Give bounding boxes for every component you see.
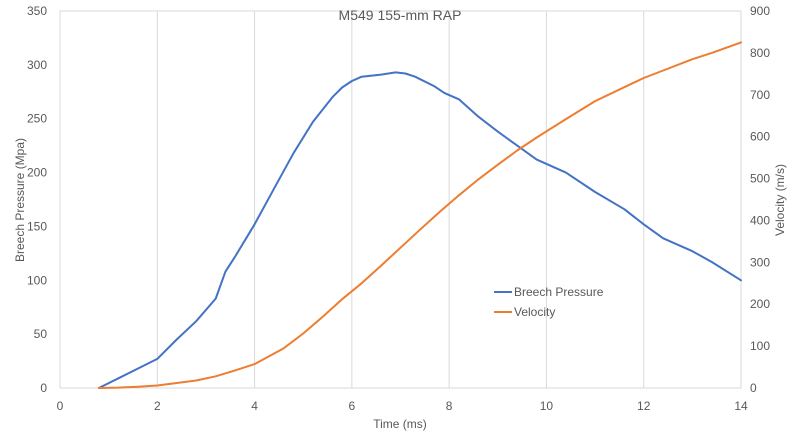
x-tick-label: 8 [446,399,453,413]
legend: Breech Pressure Velocity [494,285,604,319]
y2-tick-label: 600 [750,130,770,144]
y2-tick-label: 700 [750,88,770,102]
y2-tick-label: 900 [750,4,770,18]
series-line-breech-pressure [97,71,742,389]
legend-label-breech-pressure: Breech Pressure [514,285,604,299]
y-tick-label: 0 [40,381,47,395]
y-tick-label: 150 [27,219,47,233]
x-tick-label: 12 [637,399,651,413]
x-axis-title: Time (ms) [373,417,427,431]
y2-tick-label: 200 [750,297,770,311]
x-tick-label: 6 [349,399,356,413]
series-layer [97,41,742,389]
x-tick-label: 14 [734,399,748,413]
x-tick-label: 0 [57,399,64,413]
y2-tick-label: 300 [750,255,770,269]
x-tick-label: 4 [251,399,258,413]
y2-axis-title: Velocity (m/s) [773,164,787,236]
y2-tick-label: 800 [750,46,770,60]
series-line-velocity [97,41,742,389]
grid-lines [156,11,645,388]
chart-title: M549 155-mm RAP [339,7,462,23]
y2-tick-label: 100 [750,339,770,353]
plot-frame [59,10,742,389]
x-tick-label: 2 [154,399,161,413]
x-tick-label: 10 [540,399,554,413]
y-tick-label: 50 [34,327,48,341]
tick-labels: 0 2 4 6 8 10 12 1405010015020025030035001002003… [27,4,770,413]
legend-label-velocity: Velocity [514,305,555,319]
y-tick-label: 300 [27,58,47,72]
y-tick-label: 350 [27,4,47,18]
y2-tick-label: 500 [750,172,770,186]
y2-tick-label: 400 [750,213,770,227]
y-tick-label: 250 [27,112,47,126]
y-tick-label: 200 [27,166,47,180]
y-axis-title: Breech Pressure (Mpa) [13,138,27,262]
y2-tick-label: 0 [750,381,757,395]
y-tick-label: 100 [27,273,47,287]
